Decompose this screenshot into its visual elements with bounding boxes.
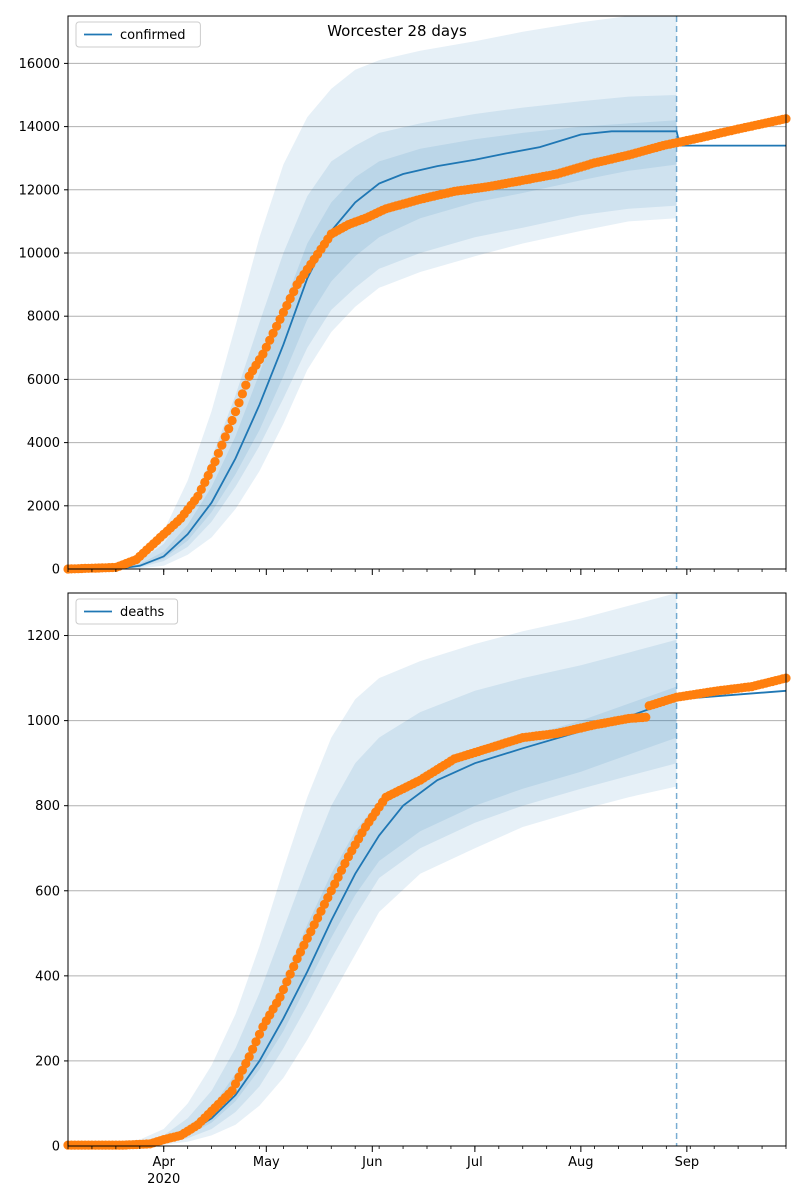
observed-point: [254, 1029, 265, 1039]
observed-point: [261, 342, 271, 352]
observed-point: [203, 470, 213, 481]
y-tick-label: 1000: [27, 714, 60, 729]
y-tick-label: 0: [52, 1140, 60, 1155]
legend-label: deaths: [120, 605, 165, 620]
y-tick-label: 200: [35, 1054, 60, 1069]
observed-point: [230, 1079, 241, 1089]
observed-point: [641, 712, 651, 722]
observed-point: [278, 984, 288, 995]
legend-label: confirmed: [120, 28, 186, 43]
observed-point: [230, 407, 241, 417]
x-tick-label: Jul: [466, 1155, 483, 1170]
observed-point: [258, 349, 268, 359]
observed-point: [316, 906, 326, 916]
observed-point: [237, 389, 247, 399]
x-tick-label: Apr: [152, 1155, 175, 1170]
observed-point: [272, 321, 282, 331]
x-tick-label: May: [253, 1155, 280, 1170]
deaths-panel: 0 200 400 600 800 1000 1200 Apr May Jun Jul Aug Sep 2…: [27, 592, 791, 1187]
observed-point: [302, 933, 312, 944]
observed-point: [237, 1065, 247, 1075]
band-middle: [68, 639, 677, 1146]
y-tick-label: 6000: [27, 373, 60, 388]
legend-box: [75, 21, 201, 48]
observed-point: [244, 1052, 254, 1062]
observed-point: [292, 954, 302, 964]
y-tick-label: 1200: [27, 629, 60, 644]
observed-point: [207, 463, 217, 474]
observed-point: [278, 307, 288, 317]
observed-point: [306, 927, 316, 937]
observed-point: [333, 872, 343, 882]
y-tick-label: 2000: [27, 499, 60, 514]
model-line: [68, 130, 786, 570]
observed-point: [330, 879, 340, 889]
observed-point: [234, 398, 244, 408]
observed-point: [309, 920, 319, 930]
band-inner: [68, 686, 677, 1146]
legend-box: [75, 598, 179, 625]
x-tick-label: Sep: [675, 1155, 700, 1170]
observed-point: [313, 913, 323, 923]
y-tick-label: 10000: [19, 247, 60, 262]
band-outer: [68, 593, 677, 1146]
observed-point: [299, 940, 309, 950]
observed-point: [336, 865, 347, 876]
y-tick-label: 16000: [19, 57, 60, 72]
band-inner: [68, 120, 677, 570]
observed-point: [210, 457, 220, 467]
y-tick-label: 4000: [27, 436, 60, 451]
x-tick-label: Jun: [361, 1155, 382, 1170]
observed-point: [340, 858, 350, 869]
y-tick-label: 400: [35, 969, 60, 984]
observed-point: [295, 947, 306, 957]
observed-point: [319, 899, 329, 910]
observed-point: [326, 886, 336, 896]
observed-point: [282, 977, 292, 987]
observed-point: [289, 961, 299, 972]
observed-point: [248, 1044, 258, 1054]
observed-point: [275, 314, 285, 324]
observed-point: [217, 440, 227, 450]
observed-point: [285, 293, 295, 304]
observed-point: [196, 484, 206, 494]
y-tick-label: 800: [35, 799, 60, 814]
x-year-label: 2020: [147, 1172, 180, 1187]
x-tick-label: Aug: [568, 1155, 593, 1170]
observed-point: [200, 477, 210, 487]
y-tick-label: 600: [35, 884, 60, 899]
observed-point: [227, 415, 237, 426]
observed-point: [268, 328, 278, 338]
y-tick-label: 12000: [19, 183, 60, 198]
observed-point: [323, 893, 333, 903]
y-tick-label: 8000: [27, 310, 60, 325]
observed-point: [193, 491, 203, 501]
observed-point: [282, 300, 292, 311]
observed-point: [241, 380, 251, 390]
observed-point: [275, 992, 285, 1002]
observed-point: [289, 287, 299, 297]
observed-point: [265, 335, 275, 345]
observed-point: [241, 1058, 251, 1069]
observed-point: [224, 424, 234, 434]
confirmed-panel: 0 2000 4000 6000 8000 10000 12000 14000 16000 con…: [19, 15, 791, 578]
y-tick-label: 0: [52, 563, 60, 578]
observed-point: [227, 1086, 237, 1096]
observed-point: [213, 448, 223, 458]
chart-title: Worcester 28 days: [327, 22, 467, 40]
observed-point: [234, 1072, 244, 1082]
observed-point: [251, 1037, 261, 1047]
observed-point: [285, 969, 295, 979]
y-tick-label: 14000: [19, 120, 60, 135]
band-outer: [68, 16, 677, 569]
observed-point: [220, 432, 230, 442]
